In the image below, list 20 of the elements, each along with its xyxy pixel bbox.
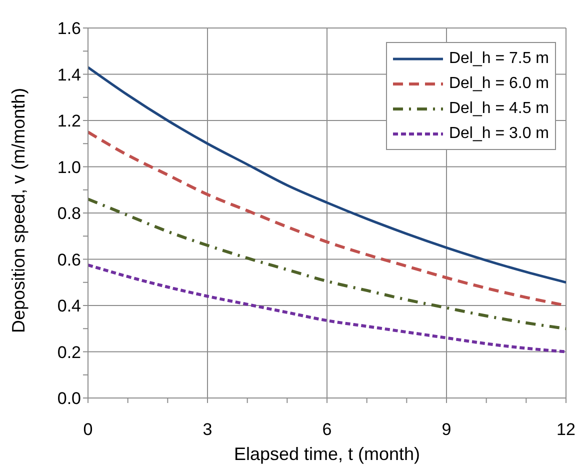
y-tick-label: 0.8 — [57, 204, 81, 224]
y-tick-label: 1.4 — [57, 65, 81, 84]
y-axis-title: Deposition speed, v (m/month) — [8, 88, 28, 333]
y-tick-label: 0.4 — [57, 296, 81, 316]
legend-label: Del_h = 3.0 m — [448, 124, 549, 144]
y-tick-label: 1.0 — [57, 158, 81, 177]
x-tick-label: 3 — [202, 420, 212, 440]
x-tick-label: 9 — [442, 420, 452, 440]
y-tick-label: 0.2 — [57, 342, 81, 362]
x-tick-label: 12 — [556, 420, 576, 440]
y-tick-label: 0.6 — [57, 250, 81, 270]
x-tick-label: 0 — [83, 420, 93, 440]
y-tick-label: 1.2 — [57, 112, 81, 131]
legend-label: Del_h = 6.0 m — [448, 74, 549, 94]
text: 0.0 — [57, 389, 81, 408]
x-axis-title: Elapsed time, t (month) — [234, 444, 420, 464]
y-tick-label: 1.6 — [57, 19, 81, 38]
legend-label: Del_h = 4.5 m — [448, 99, 549, 119]
x-tick-label: 6 — [322, 420, 332, 440]
legend-label: Del_h = 7.5 m — [448, 49, 549, 69]
